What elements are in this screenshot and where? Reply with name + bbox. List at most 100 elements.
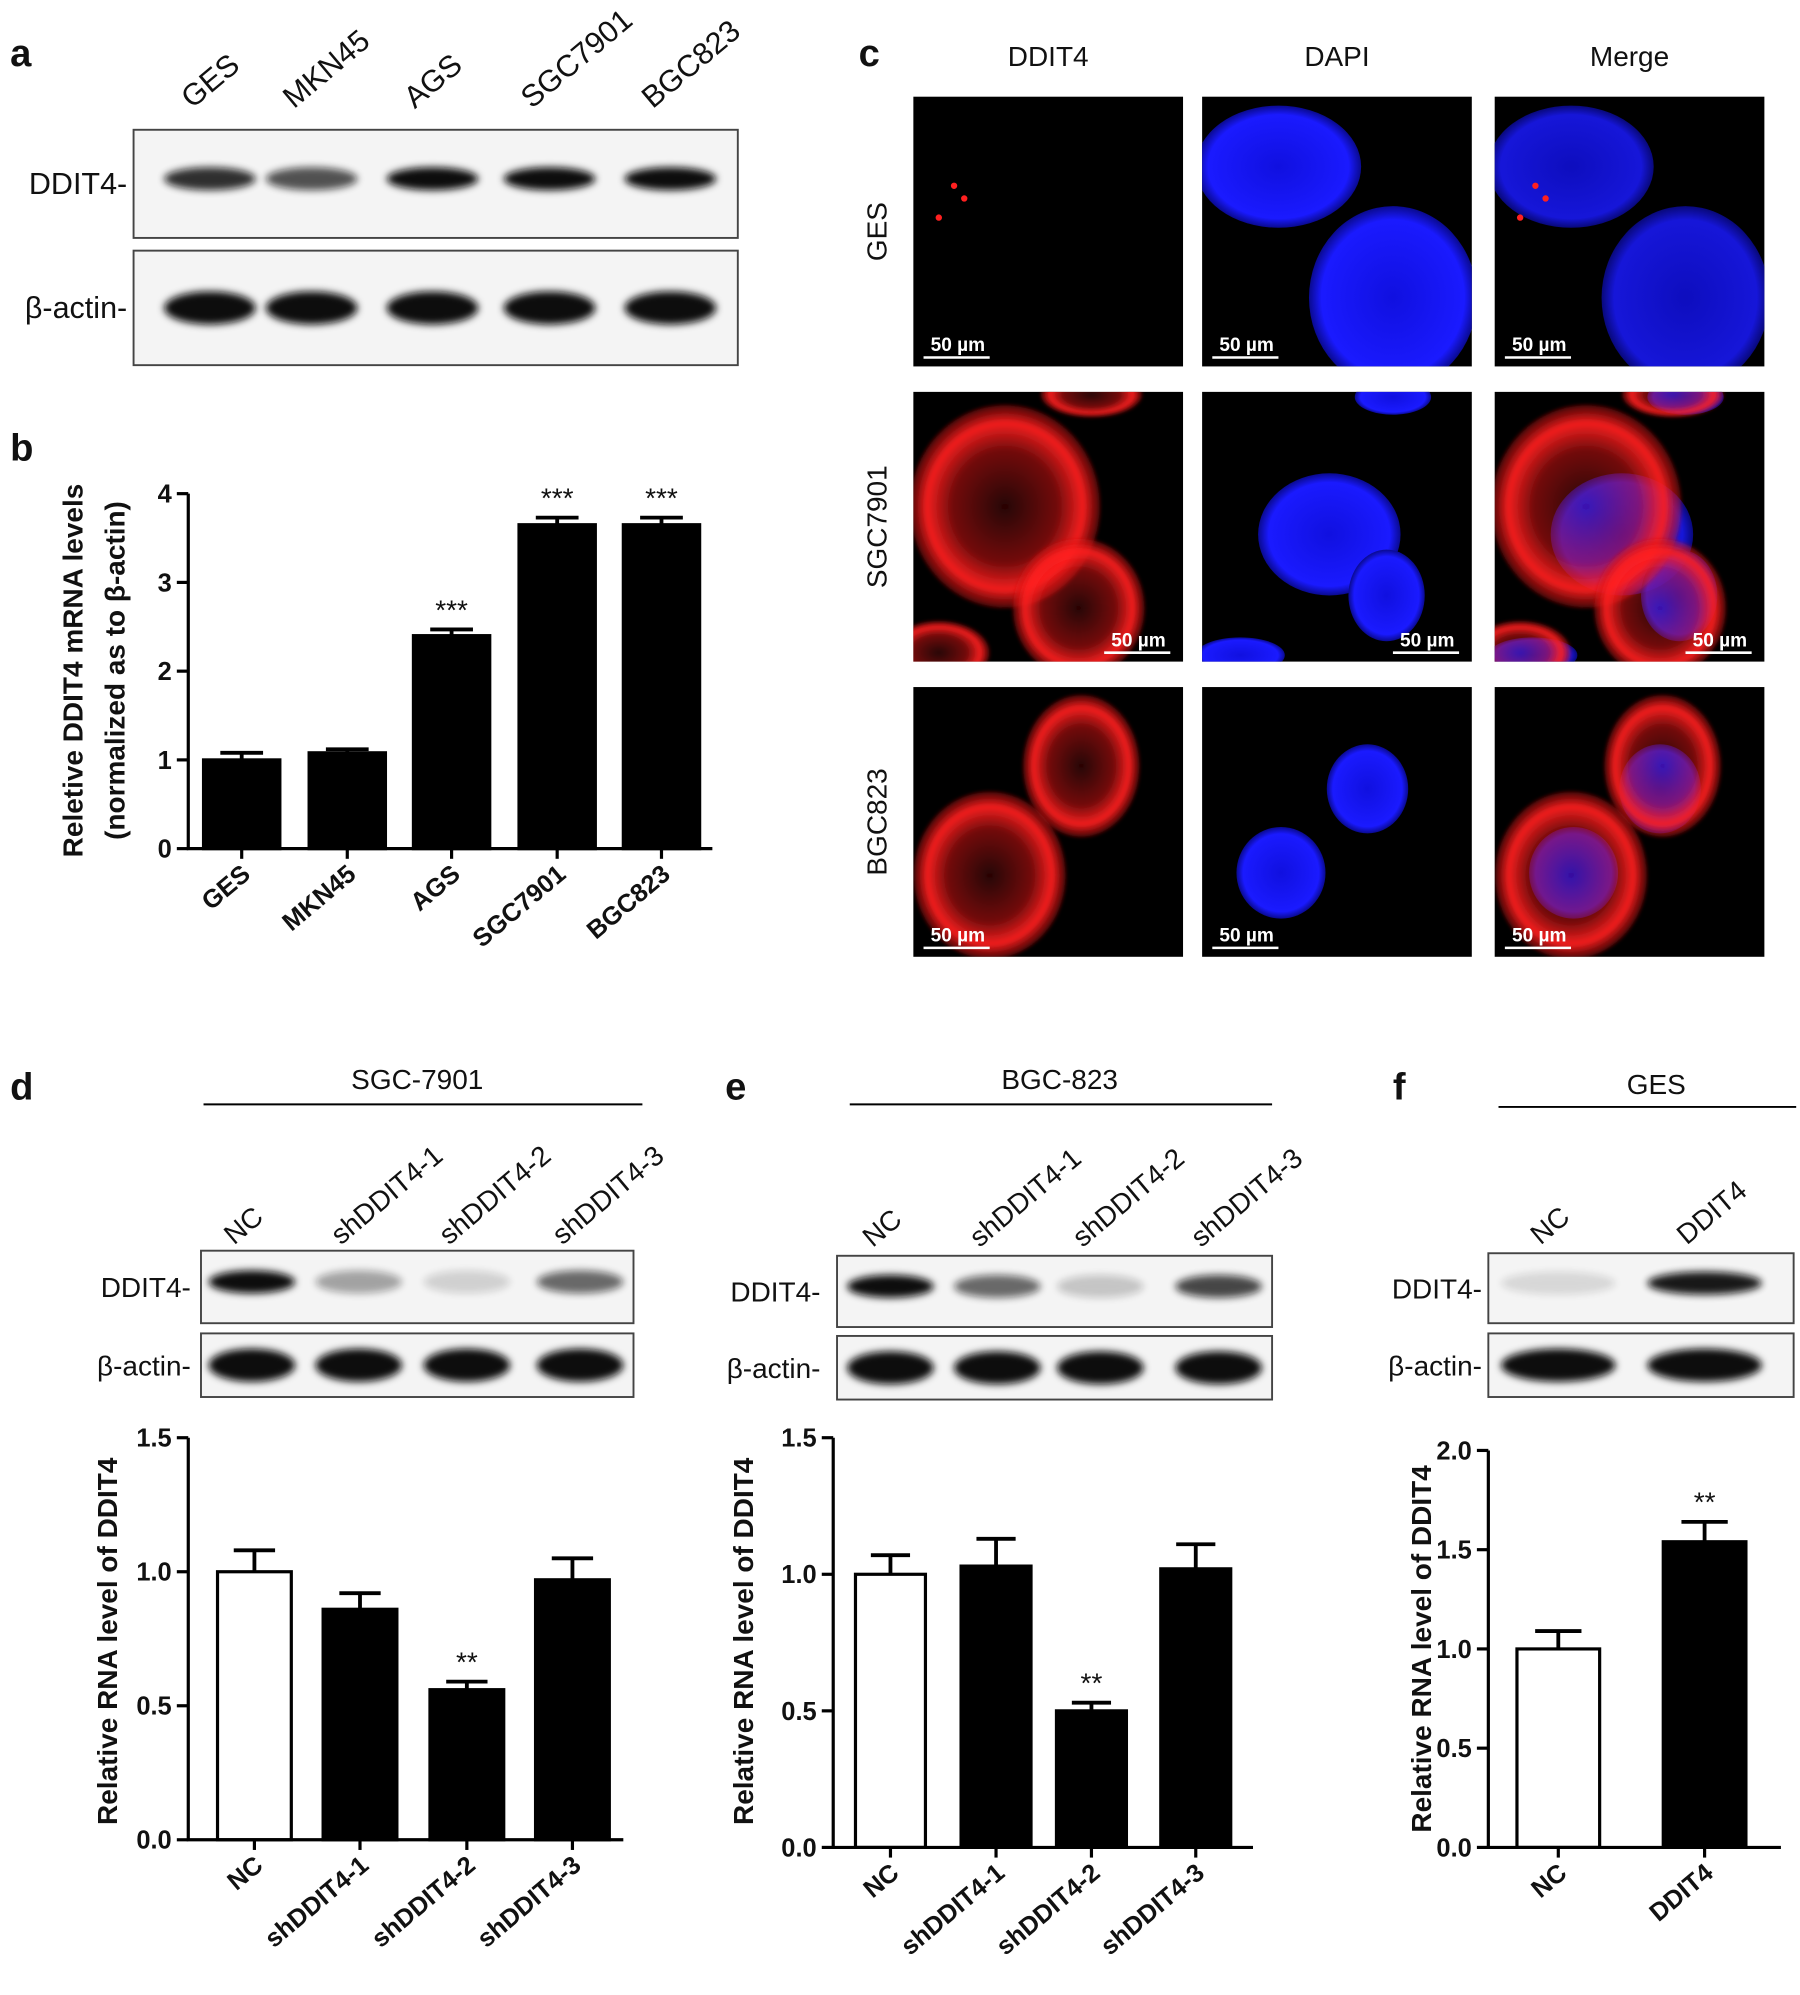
- cytoplasm: [1593, 538, 1727, 662]
- axes: [831, 1437, 1254, 1850]
- error-bar: [1535, 1629, 1582, 1649]
- scale-bar-label: 50 µm: [1219, 926, 1273, 947]
- y-tick-label: 2.0: [1436, 1437, 1471, 1465]
- blot-band: [208, 1270, 296, 1294]
- error-bar: [535, 515, 579, 525]
- y-tick-label: 4: [158, 481, 173, 509]
- speck: [961, 195, 968, 202]
- bar: [1159, 1567, 1233, 1850]
- error-bar: [220, 750, 264, 760]
- lane-label: BGC823: [635, 13, 747, 114]
- bar: [1515, 1647, 1602, 1850]
- blot-band: [164, 291, 256, 325]
- bar: [215, 1570, 293, 1842]
- y-tick-label: 1.5: [136, 1425, 171, 1453]
- row-label: SGC7901: [862, 465, 893, 588]
- nucleus: [1348, 549, 1425, 642]
- y-tick-label: 0.0: [136, 1827, 171, 1855]
- panel-label: a: [10, 32, 32, 75]
- x-tick-label: shDDIT4-2: [367, 1851, 481, 1953]
- blot-band: [847, 1274, 934, 1298]
- cytoplasm: [1040, 391, 1143, 418]
- y-tick-label: 0.0: [781, 1834, 816, 1862]
- cytoplasm: [1494, 620, 1572, 662]
- lane-label: DDIT4: [1671, 1174, 1753, 1250]
- error-bar: [325, 747, 369, 753]
- scale-bar-label: 50 µm: [931, 926, 985, 947]
- error-bar: [339, 1591, 381, 1610]
- error-bar: [976, 1536, 1016, 1567]
- group-title: SGC-7901: [351, 1064, 483, 1095]
- row-label: BGC823: [862, 768, 893, 875]
- blot-band: [1501, 1271, 1616, 1295]
- cells: [1236, 744, 1409, 919]
- bar: [428, 1688, 506, 1842]
- bar: [307, 751, 388, 851]
- row-label: GES: [862, 202, 893, 261]
- panel-label: e: [725, 1065, 746, 1108]
- blot-band: [1175, 1274, 1262, 1298]
- lane-label: shDDIT4-3: [1185, 1142, 1308, 1253]
- error-bar: [1681, 1519, 1728, 1542]
- y-axis-title: Relative RNA level of DDIT4: [728, 1457, 759, 1825]
- bar: [621, 523, 702, 851]
- blot-row-label: DDIT4-: [1392, 1273, 1482, 1304]
- blot-band: [315, 1270, 402, 1294]
- blot-row-label: DDIT4-: [730, 1277, 820, 1308]
- bar: [1661, 1540, 1748, 1850]
- speck: [1542, 195, 1549, 202]
- blot-row-label: β-actin-: [727, 1353, 821, 1384]
- cells: [1494, 694, 1722, 957]
- micrograph: [913, 96, 1184, 367]
- column-header: DDIT4: [1008, 41, 1089, 72]
- blot-band: [624, 167, 717, 191]
- bar: [959, 1564, 1033, 1850]
- x-tick-label: SGC7901: [468, 860, 572, 953]
- scale-bar-label: 50 µm: [1512, 335, 1566, 356]
- x-tick-label: shDDIT4-1: [896, 1859, 1010, 1961]
- lane-label: shDDIT4-2: [1066, 1142, 1189, 1253]
- cytoplasm: [913, 620, 990, 662]
- blot-band: [265, 291, 358, 325]
- column-header: Merge: [1590, 41, 1669, 72]
- bar: [853, 1572, 928, 1850]
- cells: [1494, 391, 1727, 662]
- y-tick-label: 1.0: [136, 1559, 171, 1587]
- blot-band: [954, 1274, 1041, 1298]
- panel-label: b: [10, 427, 33, 470]
- image-frame: [913, 96, 1184, 367]
- blot-band: [1057, 1351, 1144, 1385]
- cytoplasm: [1022, 694, 1140, 838]
- lane-label: MKN45: [276, 23, 376, 114]
- nucleus: [1309, 206, 1472, 367]
- nucleus: [1236, 827, 1326, 919]
- lane-label: shDDIT4-1: [325, 1140, 448, 1251]
- error-bar: [640, 515, 683, 525]
- blot-band: [624, 291, 717, 325]
- blot-row-label: β-actin-: [1388, 1350, 1482, 1381]
- x-tick-label: NC: [858, 1859, 904, 1904]
- image-frame: [1202, 687, 1472, 957]
- blot-band: [1057, 1274, 1144, 1298]
- blot-row-label: β-actin-: [25, 291, 127, 325]
- y-tick-label: 1.0: [1436, 1636, 1471, 1664]
- speck: [950, 182, 958, 189]
- significance: ***: [541, 482, 574, 513]
- y-tick-label: 0: [158, 836, 172, 864]
- nucleus: [1354, 391, 1432, 415]
- speck: [935, 214, 942, 221]
- blot-band: [954, 1351, 1041, 1385]
- nucleus: [1601, 206, 1765, 367]
- x-tick-label: BGC823: [582, 860, 676, 945]
- micrograph: [913, 391, 1184, 662]
- blot-row-label: DDIT4-: [101, 1272, 191, 1303]
- blot-band: [536, 1348, 624, 1382]
- group-title: GES: [1627, 1069, 1686, 1100]
- y-tick-label: 1: [158, 747, 172, 775]
- lane-label: NC: [857, 1203, 908, 1253]
- significance: **: [1081, 1667, 1103, 1698]
- axes: [186, 493, 713, 851]
- scale-bar-label: 50 µm: [1219, 335, 1273, 356]
- blot-row-label: β-actin-: [97, 1350, 191, 1381]
- y-tick-label: 2: [158, 658, 172, 686]
